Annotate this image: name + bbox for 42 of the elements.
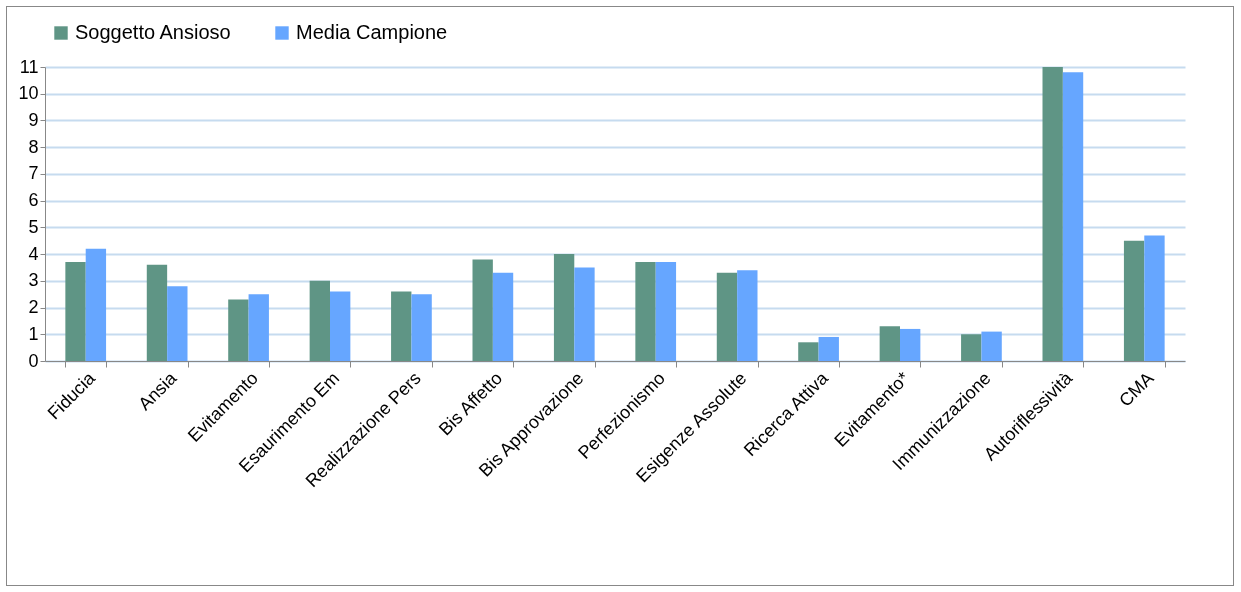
y-tick-label: 8	[28, 136, 39, 157]
bar	[737, 270, 758, 361]
y-tick-label: 1	[28, 323, 39, 344]
y-tick-label: 0	[28, 350, 39, 371]
bar	[146, 264, 168, 361]
bar	[655, 262, 677, 361]
bar	[961, 334, 982, 361]
legend-label: Media Campione	[296, 21, 448, 43]
y-tick-label: 11	[19, 56, 39, 77]
bar	[330, 291, 351, 361]
y-tick-label: 6	[28, 190, 39, 211]
y-tick-label: 3	[28, 270, 39, 291]
bar	[798, 342, 819, 361]
bar	[574, 267, 595, 361]
bar	[635, 262, 656, 361]
bar	[472, 259, 493, 361]
bar	[1062, 72, 1084, 361]
bar	[492, 272, 514, 361]
legend-label: Soggetto Ansioso	[75, 21, 231, 43]
y-tick-label: 10	[18, 83, 39, 104]
bar	[1144, 235, 1165, 361]
bar	[818, 336, 839, 361]
bar	[167, 286, 188, 361]
bar	[900, 328, 921, 361]
y-tick-label: 4	[28, 243, 39, 264]
bar	[879, 326, 900, 361]
bar	[553, 254, 575, 361]
bar	[248, 294, 269, 361]
bar	[411, 294, 432, 361]
y-tick-label: 7	[28, 163, 39, 184]
y-tick-label: 2	[28, 297, 39, 318]
bar	[391, 291, 412, 361]
y-tick-label: 5	[28, 216, 39, 237]
bar	[228, 299, 249, 361]
bar	[1042, 67, 1063, 361]
bar	[1123, 240, 1145, 361]
bar	[85, 248, 107, 361]
bar	[716, 272, 738, 361]
bar	[309, 280, 330, 361]
y-tick-label: 9	[28, 109, 39, 130]
bar	[65, 262, 86, 361]
bar	[981, 331, 1002, 361]
